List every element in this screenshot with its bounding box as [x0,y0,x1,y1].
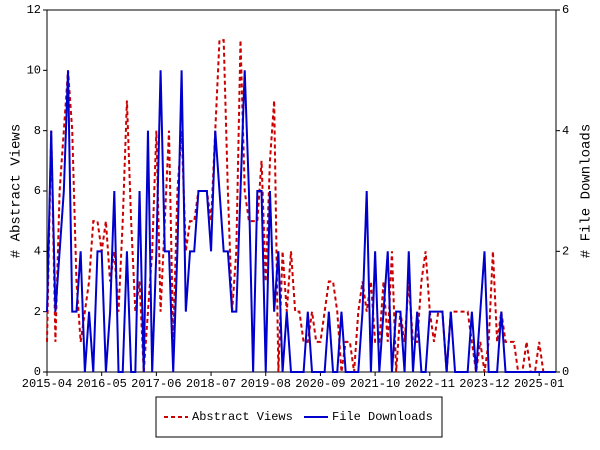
y-tick-label: 12 [27,3,41,17]
y-tick-label: 8 [34,124,41,138]
x-tick-label: 2019-08 [241,377,291,391]
x-tick-label: 2017-06 [131,377,181,391]
x-tick-label: 2021-10 [350,377,400,391]
y2-tick-label: 6 [562,3,569,17]
x-tick-label: 2022-11 [405,377,455,391]
legend-box [155,396,443,438]
y2-tick-label: 0 [562,365,569,379]
legend-label: Abstract Views [192,410,293,424]
legend-label: File Downloads [332,410,433,424]
x-tick-label: 2016-05 [76,377,126,391]
y-tick-label: 6 [34,184,41,198]
x-tick-label: 2015-04 [22,377,72,391]
y2-axis-label: # File Downloads [579,124,595,258]
y-tick-label: 10 [27,64,41,78]
y-tick-label: 4 [34,245,41,259]
y-tick-label: 2 [34,305,41,319]
data-line [46,39,556,373]
x-tick-label: 2020-09 [295,377,345,391]
x-tick-label: 2023-12 [459,377,509,391]
y-axis-label: # Abstract Views [9,124,25,258]
x-tick-label: 2018-07 [186,377,236,391]
data-line [46,70,556,373]
x-tick-label: 2025-01 [514,377,564,391]
y-tick-label: 0 [34,365,41,379]
y2-tick-label: 4 [562,124,569,138]
y2-tick-label: 2 [562,245,569,259]
